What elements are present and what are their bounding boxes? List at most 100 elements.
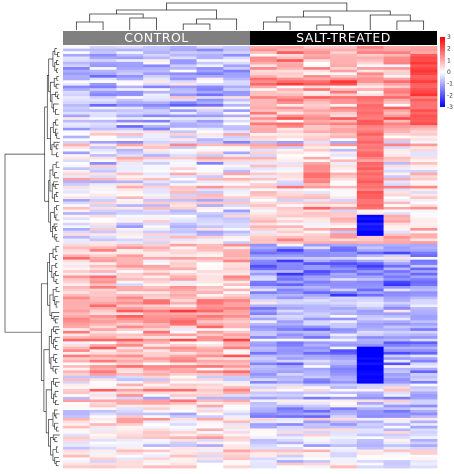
heatmap-cell xyxy=(196,148,224,152)
heatmap-cell xyxy=(196,238,224,242)
heatmap-cell xyxy=(303,117,331,121)
heatmap-cell xyxy=(169,257,197,261)
heatmap-cell xyxy=(410,280,438,284)
heatmap-cell xyxy=(383,217,411,221)
heatmap-cell xyxy=(276,278,304,282)
heatmap-cell xyxy=(63,362,91,366)
dendrogram-branch xyxy=(55,368,58,374)
heatmap-cell xyxy=(143,135,171,139)
heatmap-cell xyxy=(89,301,117,305)
heatmap-cell xyxy=(303,154,331,158)
heatmap-cell xyxy=(63,449,91,453)
heatmap-cell xyxy=(330,307,358,311)
heatmap-cell xyxy=(276,75,304,79)
heatmap-cell xyxy=(143,375,171,379)
heatmap-cell xyxy=(383,325,411,329)
heatmap-cell xyxy=(89,293,117,297)
heatmap-cell xyxy=(63,296,91,300)
heatmap-cell xyxy=(223,51,251,55)
heatmap-cell xyxy=(410,420,438,424)
heatmap-cell xyxy=(169,75,197,79)
heatmap-cell xyxy=(383,333,411,337)
heatmap-cell xyxy=(303,325,331,329)
dendrogram-branch xyxy=(54,271,59,276)
heatmap-cell xyxy=(383,106,411,110)
heatmap-cell xyxy=(383,280,411,284)
heatmap-cell xyxy=(143,436,171,440)
heatmap-cell xyxy=(196,183,224,187)
heatmap-cell xyxy=(250,409,278,414)
heatmap-cell xyxy=(330,270,358,274)
heatmap-cell xyxy=(303,367,331,371)
heatmap-cell xyxy=(89,156,117,160)
heatmap-cell xyxy=(330,209,358,213)
heatmap-cell xyxy=(63,69,91,73)
heatmap-cell xyxy=(196,172,224,176)
heatmap-cell xyxy=(303,188,331,192)
heatmap-cell xyxy=(330,227,358,232)
heatmap-cell xyxy=(303,359,331,363)
heatmap-cell xyxy=(116,373,144,377)
heatmap-cell xyxy=(303,220,331,224)
heatmap-cell xyxy=(250,125,278,129)
heatmap-cell xyxy=(116,217,144,221)
heatmap-cell xyxy=(303,164,331,168)
heatmap-cell xyxy=(383,114,411,118)
heatmap-cell xyxy=(330,151,358,155)
heatmap-cell xyxy=(383,180,411,184)
heatmap-cell xyxy=(410,357,438,361)
heatmap-cell xyxy=(116,325,144,329)
heatmap-cell xyxy=(330,106,358,110)
heatmap-cell xyxy=(383,315,411,319)
heatmap-cell xyxy=(116,191,144,195)
heatmap-cell xyxy=(89,436,117,440)
heatmap-cell xyxy=(89,148,117,152)
heatmap-cell xyxy=(276,325,304,329)
heatmap-cell xyxy=(223,46,251,50)
heatmap-cell xyxy=(276,380,304,384)
heatmap-cell xyxy=(169,357,197,361)
heatmap-cell xyxy=(169,367,197,371)
heatmap-cell xyxy=(276,444,304,448)
heatmap-cell xyxy=(196,80,224,84)
heatmap-cell xyxy=(196,220,224,224)
heatmap-cell xyxy=(116,46,144,50)
heatmap-cell xyxy=(223,204,251,208)
heatmap-cell xyxy=(383,220,411,224)
heatmap-cell xyxy=(276,357,304,361)
heatmap-cell xyxy=(63,312,91,316)
heatmap-cell xyxy=(143,383,171,387)
dendrogram-branch xyxy=(4,153,45,333)
heatmap-cell xyxy=(276,151,304,155)
heatmap-cell xyxy=(169,272,197,276)
heatmap-cell xyxy=(143,259,171,263)
heatmap-cell xyxy=(356,169,384,173)
heatmap-cell xyxy=(89,365,117,369)
heatmap-cell xyxy=(223,309,251,313)
heatmap-cell xyxy=(169,341,197,345)
heatmap-cell xyxy=(89,119,117,123)
heatmap-cell xyxy=(356,312,384,316)
heatmap-cell xyxy=(169,438,197,443)
heatmap-cell xyxy=(383,130,411,134)
heatmap-cell xyxy=(250,333,278,337)
heatmap-cell xyxy=(356,315,384,319)
heatmap-cell xyxy=(116,117,144,121)
heatmap-cell xyxy=(63,172,91,176)
heatmap-cell xyxy=(276,46,304,50)
heatmap-cell xyxy=(330,85,358,89)
heatmap-cell xyxy=(63,341,91,345)
heatmap-cell xyxy=(356,220,384,224)
heatmap-cell xyxy=(410,217,438,221)
heatmap-cell xyxy=(383,338,411,342)
heatmap-cell xyxy=(303,77,331,81)
heatmap-cell xyxy=(383,183,411,187)
column-dendrogram xyxy=(75,2,425,30)
heatmap-cell xyxy=(410,299,438,303)
heatmap-cell xyxy=(223,394,251,398)
heatmap-cell xyxy=(63,262,91,266)
heatmap-cell xyxy=(89,249,117,253)
heatmap-cell xyxy=(383,225,411,229)
heatmap-cell xyxy=(63,230,91,234)
heatmap-cell xyxy=(196,96,224,100)
